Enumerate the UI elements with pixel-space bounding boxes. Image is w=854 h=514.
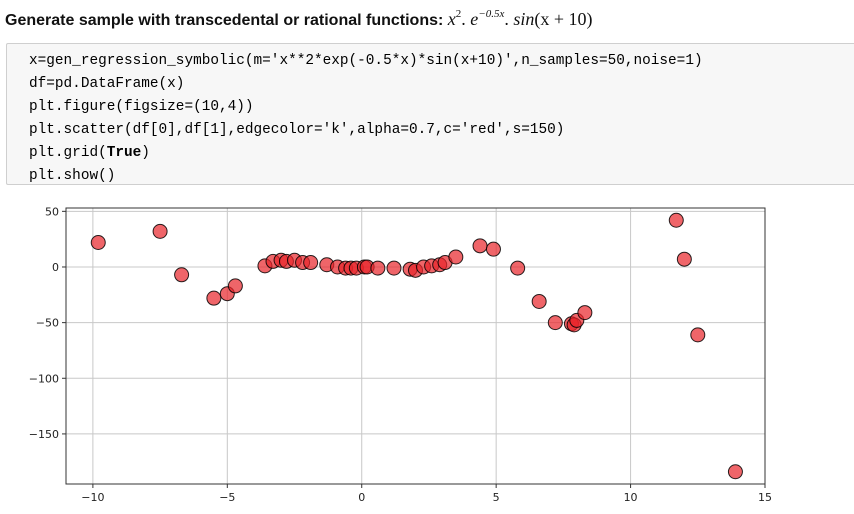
code-keyword-true: True (106, 145, 142, 161)
scatter-point (174, 267, 190, 283)
points-layer (90, 212, 743, 480)
y-tick-label: 0 (52, 261, 59, 274)
code-line-3: plt.figure(figsize=(10,4)) (29, 99, 254, 115)
code-line-5-prefix: plt.grid( (29, 145, 107, 161)
formula-sep-1: . (461, 9, 471, 29)
y-tick-label: −150 (29, 428, 59, 441)
formula-arg: (x + 10) (534, 9, 593, 29)
scatter-point (690, 327, 706, 343)
scatter-point (206, 290, 222, 306)
scatter-point (152, 223, 168, 239)
y-tick-label: −100 (29, 372, 59, 385)
scatter-point (448, 249, 464, 265)
formula-sin: sin (513, 9, 535, 29)
scatter-point (227, 278, 243, 294)
code-line-4: plt.scatter(df[0],df[1],edgecolor='k',al… (29, 122, 565, 138)
scatter-point (90, 235, 106, 250)
scatter-point (668, 212, 684, 228)
code-line-5-suffix: ) (141, 145, 150, 161)
section-heading: Generate sample with transcedental or ra… (5, 2, 851, 29)
code-line-6: plt.show() (29, 168, 116, 184)
scatter-point (370, 260, 386, 276)
code-cell[interactable]: x=gen_regression_symbolic(m='x**2*exp(-0… (6, 43, 854, 185)
scatter-point (510, 260, 526, 276)
formula-exp-neg: −0.5x (478, 8, 505, 20)
scatter-point (577, 305, 593, 321)
y-tick-label: −50 (36, 317, 59, 330)
scatter-point (472, 238, 488, 254)
formula-e: e (470, 9, 479, 29)
scatter-point (386, 260, 402, 276)
x-tick-label: 5 (493, 491, 500, 504)
x-tick-label: −5 (219, 491, 235, 504)
scatter-point (676, 251, 692, 267)
code-line-1: x=gen_regression_symbolic(m='x**2*exp(-0… (29, 53, 703, 69)
code-block[interactable]: x=gen_regression_symbolic(m='x**2*exp(-0… (7, 44, 854, 188)
scatter-point (485, 241, 501, 257)
scatter-point (727, 464, 743, 480)
scatter-point (303, 255, 319, 271)
x-tick-label: 15 (758, 491, 772, 504)
formula-x: x (447, 9, 456, 29)
formula: x2. e−0.5x. sin(x + 10) (447, 8, 593, 29)
scatter-point (547, 315, 563, 331)
formula-sep-2: . (504, 9, 514, 29)
grid-layer (66, 208, 766, 484)
scatter-point (531, 293, 547, 309)
y-tick-label: 50 (45, 205, 59, 218)
heading-text: Generate sample with transcedental or ra… (5, 12, 444, 29)
x-tick-label: 10 (624, 491, 638, 504)
x-tick-label: 0 (358, 491, 365, 504)
formula-exp-2: 2 (455, 8, 462, 20)
x-tick-label: −10 (81, 491, 104, 504)
plot-frame (65, 207, 766, 485)
code-line-2: df=pd.DataFrame(x) (29, 76, 185, 92)
